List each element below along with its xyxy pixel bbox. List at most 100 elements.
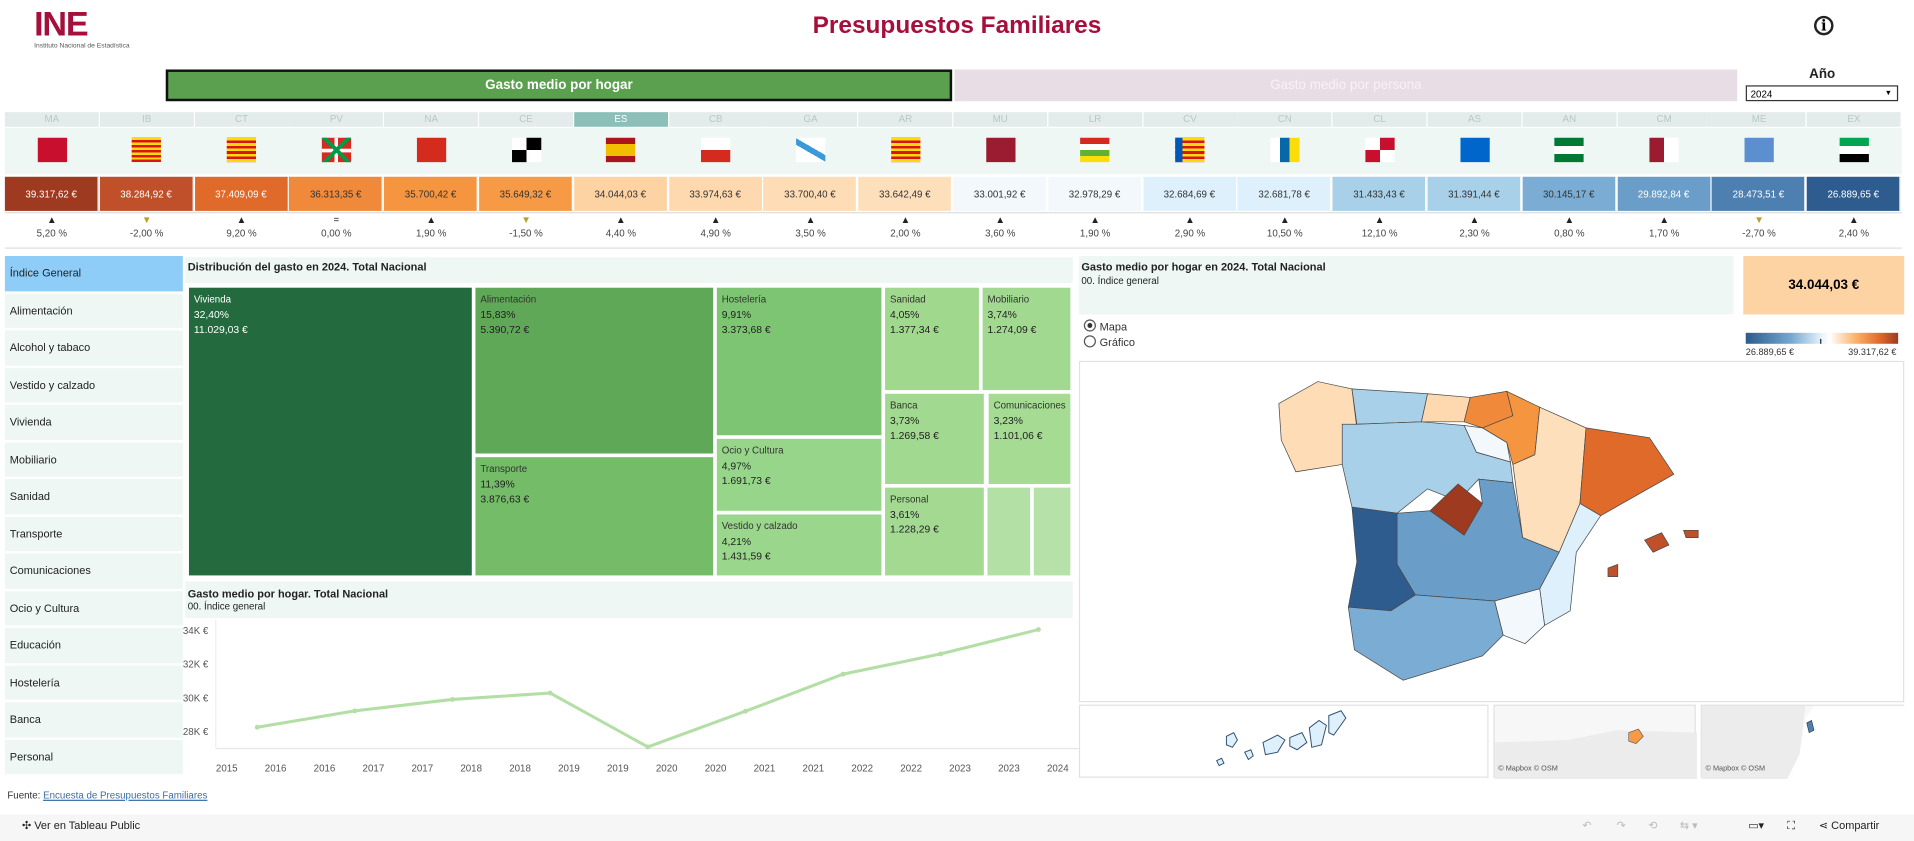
data-point[interactable] <box>1035 627 1041 632</box>
sidebar-item[interactable]: Sanidad <box>4 479 183 514</box>
region-code-ce[interactable]: CE <box>479 112 573 127</box>
flag-ce-icon[interactable] <box>511 137 541 163</box>
sidebar-item[interactable]: Alimentación <box>4 293 183 328</box>
data-point[interactable] <box>743 708 748 714</box>
region-code-lr[interactable]: LR <box>1048 112 1143 127</box>
region-code-me[interactable]: ME <box>1712 112 1806 127</box>
tab-gasto-persona[interactable]: Gasto medio por persona <box>954 69 1738 102</box>
radio-grafico[interactable]: Gráfico <box>1083 335 1135 349</box>
region-code-as[interactable]: AS <box>1427 112 1522 127</box>
map-region-an[interactable] <box>1347 594 1504 681</box>
undo-button[interactable]: ↶ <box>1582 819 1592 832</box>
region-value[interactable]: 32.681,78 € <box>1237 176 1332 211</box>
treemap-cell[interactable]: Hostelería 9,91% 3.373,68 € <box>716 287 882 436</box>
device-preview-button[interactable]: ▭▾ <box>1748 819 1765 832</box>
region-value[interactable]: 32.684,69 € <box>1143 176 1237 211</box>
region-code-na[interactable]: NA <box>384 112 479 127</box>
treemap-cell[interactable]: Alimentación 15,83% 5.390,72 € <box>475 287 714 454</box>
map-regions[interactable] <box>1080 362 1905 703</box>
region-value[interactable]: 38.284,92 € <box>99 176 194 211</box>
flag-cl-icon[interactable] <box>1365 137 1395 163</box>
treemap-cell[interactable]: Mobiliario 3,74% 1.274,09 € <box>982 287 1071 391</box>
region-value[interactable]: 28.473,51 € <box>1712 176 1806 211</box>
region-value[interactable]: 35.700,42 € <box>384 176 479 211</box>
data-point[interactable] <box>547 690 553 696</box>
fullscreen-button[interactable]: ⛶ <box>1787 819 1795 832</box>
data-point[interactable] <box>352 708 358 714</box>
sidebar-item[interactable]: Banca <box>4 702 183 737</box>
treemap-cell[interactable]: Sanidad 4,05% 1.377,34 € <box>885 287 979 391</box>
year-select[interactable]: 2024 ▼ <box>1745 85 1899 102</box>
region-code-cn[interactable]: CN <box>1237 112 1332 127</box>
spain-map[interactable] <box>1078 360 1905 703</box>
region-code-pv[interactable]: PV <box>289 112 384 127</box>
region-code-ct[interactable]: CT <box>194 112 289 127</box>
region-value[interactable]: 33.974,63 € <box>668 176 763 211</box>
region-value[interactable]: 32.978,29 € <box>1048 176 1143 211</box>
sidebar-item[interactable]: Hostelería <box>4 665 183 700</box>
region-code-ib[interactable]: IB <box>99 112 194 127</box>
data-point[interactable] <box>450 696 455 702</box>
refresh-button[interactable]: ⇆ ▾ <box>1679 819 1698 832</box>
region-value[interactable]: 36.313,35 € <box>289 176 384 211</box>
flag-ib-icon[interactable] <box>132 137 162 163</box>
flag-cv-icon[interactable] <box>1175 137 1205 163</box>
source-link[interactable]: Encuesta de Presupuestos Familiares <box>43 789 208 801</box>
sidebar-item[interactable]: Vestido y calzado <box>4 367 183 403</box>
flag-mu-icon[interactable] <box>985 137 1015 163</box>
map-region-ib[interactable] <box>1644 532 1670 553</box>
canarias-inset-map[interactable] <box>1078 704 1489 778</box>
region-code-cm[interactable]: CM <box>1617 112 1712 127</box>
data-point[interactable] <box>840 671 846 677</box>
sidebar-item[interactable]: Mobiliario <box>4 441 183 477</box>
flag-es-icon[interactable] <box>606 137 636 163</box>
flag-lr-icon[interactable] <box>1080 137 1110 163</box>
flag-ma-icon[interactable] <box>37 137 67 163</box>
region-value[interactable]: 35.649,32 € <box>479 176 573 211</box>
map-region-as[interactable] <box>1351 388 1429 425</box>
treemap-cell[interactable]: Ocio y Cultura 4,97% 1.691,73 € <box>716 438 882 511</box>
flag-ex-icon[interactable] <box>1839 137 1869 163</box>
treemap-cell[interactable]: Transporte 11,39% 3.876,63 € <box>475 457 714 576</box>
sidebar-item[interactable]: Personal <box>4 739 183 775</box>
sidebar-item[interactable]: Transporte <box>4 516 183 552</box>
region-code-cl[interactable]: CL <box>1332 112 1427 127</box>
region-code-ar[interactable]: AR <box>858 112 953 127</box>
treemap-cell[interactable] <box>1033 487 1071 576</box>
sidebar-item[interactable]: Educación <box>4 627 183 663</box>
region-value[interactable]: 34.044,03 € <box>573 176 668 211</box>
sidebar-item[interactable]: Índice General <box>4 256 183 291</box>
info-icon[interactable]: i <box>1814 15 1834 36</box>
revert-button[interactable]: ⟲ <box>1648 819 1658 832</box>
region-value[interactable]: 26.889,65 € <box>1806 176 1901 211</box>
flag-ct-icon[interactable] <box>226 137 257 163</box>
region-code-cb[interactable]: CB <box>668 112 763 127</box>
sidebar-item[interactable]: Vivienda <box>4 404 183 440</box>
region-code-ex[interactable]: EX <box>1806 112 1901 127</box>
region-value[interactable]: 39.317,62 € <box>4 176 99 211</box>
treemap-cell[interactable] <box>987 487 1031 576</box>
flag-as-icon[interactable] <box>1459 137 1490 163</box>
region-code-an[interactable]: AN <box>1522 112 1617 127</box>
flag-me-icon[interactable] <box>1744 137 1774 163</box>
region-code-cv[interactable]: CV <box>1143 112 1237 127</box>
treemap-cell[interactable]: Vestido y calzado 4,21% 1.431,59 € <box>716 514 882 576</box>
region-value[interactable]: 30.145,17 € <box>1522 176 1617 211</box>
treemap-cell[interactable]: Banca 3,73% 1.269,58 € <box>885 393 984 484</box>
region-value[interactable]: 33.700,40 € <box>763 176 858 211</box>
treemap-cell[interactable]: Comunicaciones 3,23% 1.101,06 € <box>988 393 1071 484</box>
map-region-ct[interactable] <box>1579 427 1675 517</box>
melilla-inset-map[interactable]: © Mapbox © OSM <box>1700 704 1906 780</box>
map-region-ib[interactable] <box>1683 529 1699 538</box>
region-code-ma[interactable]: MA <box>4 112 99 127</box>
region-value[interactable]: 31.391,44 € <box>1427 176 1522 211</box>
sidebar-item[interactable]: Ocio y Cultura <box>4 590 183 626</box>
sidebar-item[interactable]: Alcohol y tabaco <box>4 330 183 366</box>
flag-pv-icon[interactable] <box>321 137 351 163</box>
flag-an-icon[interactable] <box>1554 137 1584 163</box>
radio-mapa[interactable]: Mapa <box>1083 319 1127 333</box>
flag-ga-icon[interactable] <box>795 137 826 163</box>
flag-cm-icon[interactable] <box>1649 137 1679 163</box>
flag-ar-icon[interactable] <box>890 137 921 163</box>
view-on-tableau-button[interactable]: ✣ Ver en Tableau Public <box>22 819 140 832</box>
